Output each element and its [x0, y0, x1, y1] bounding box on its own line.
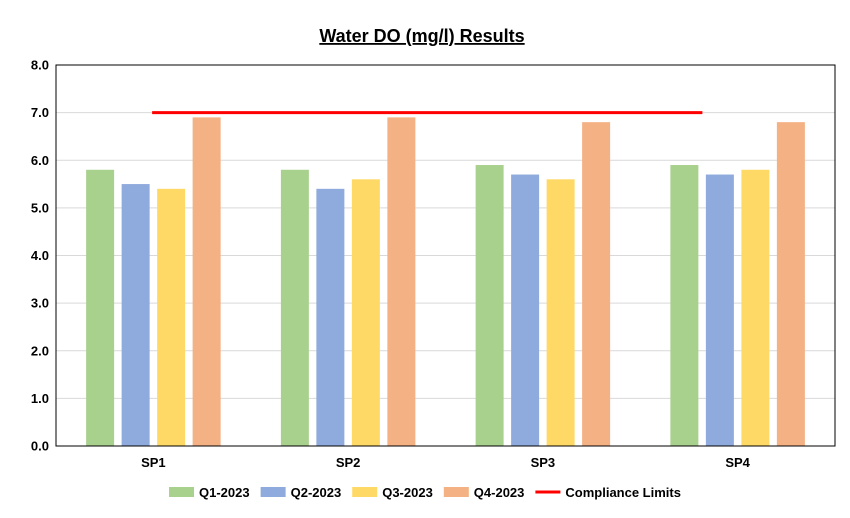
y-tick-label: 3.0 — [31, 296, 49, 311]
legend-label-q2-2023: Q2-2023 — [291, 485, 342, 500]
y-tick-label: 2.0 — [31, 343, 49, 358]
bar-sp1-q1-2023 — [86, 169, 115, 446]
y-tick-label: 1.0 — [31, 391, 49, 406]
y-tick-label: 7.0 — [31, 105, 49, 120]
legend: Q1-2023 Q2-2023 Q3-2023 Q4-2023 Compliance L… — [169, 485, 681, 500]
bar-sp2-q2-2023 — [316, 188, 345, 446]
y-tick-label: 8.0 — [31, 58, 49, 73]
x-tick-label: SP1 — [141, 455, 166, 470]
x-tick-label: SP2 — [336, 455, 361, 470]
bar-sp4-q3-2023 — [741, 169, 770, 446]
legend-swatch-q1-2023 — [169, 487, 195, 497]
bar-sp1-q4-2023 — [192, 117, 221, 446]
bar-sp2-q4-2023 — [387, 117, 416, 446]
bar-sp3-q4-2023 — [582, 122, 611, 447]
x-tick-label: SP3 — [531, 455, 556, 470]
y-axis-ticks: 0.0 1.0 2.0 3.0 4.0 5.0 6.0 7.0 8.0 — [31, 58, 49, 454]
y-tick-label: 0.0 — [31, 439, 49, 454]
plot-area-border — [55, 64, 836, 447]
x-axis-labels: SP1 SP2 SP3 SP4 — [141, 455, 751, 470]
legend-label-q3-2023: Q3-2023 — [382, 485, 433, 500]
bar-sp3-q1-2023 — [475, 165, 504, 446]
legend-label-q4-2023: Q4-2023 — [474, 485, 525, 500]
y-tick-label: 4.0 — [31, 248, 49, 263]
bar-sp3-q3-2023 — [546, 179, 575, 447]
bar-sp4-q4-2023 — [776, 122, 805, 447]
bar-sp1-q2-2023 — [121, 184, 150, 446]
chart-title: Water DO (mg/l) Results — [319, 26, 524, 46]
bar-sp4-q1-2023 — [670, 165, 699, 446]
legend-swatch-q4-2023 — [443, 487, 469, 497]
bar-sp4-q2-2023 — [705, 174, 734, 446]
legend-label-compliance-limits: Compliance Limits — [565, 485, 681, 500]
legend-label-q1-2023: Q1-2023 — [199, 485, 250, 500]
bar-sp1-q3-2023 — [157, 188, 186, 446]
y-tick-label: 5.0 — [31, 200, 49, 215]
y-tick-label: 6.0 — [31, 153, 49, 168]
bar-sp2-q3-2023 — [351, 179, 380, 447]
bar-sp2-q1-2023 — [280, 169, 309, 446]
bars — [86, 117, 805, 447]
bar-sp3-q2-2023 — [511, 174, 540, 446]
legend-swatch-q3-2023 — [352, 487, 378, 497]
legend-swatch-q2-2023 — [260, 487, 286, 497]
x-tick-label: SP4 — [725, 455, 750, 470]
